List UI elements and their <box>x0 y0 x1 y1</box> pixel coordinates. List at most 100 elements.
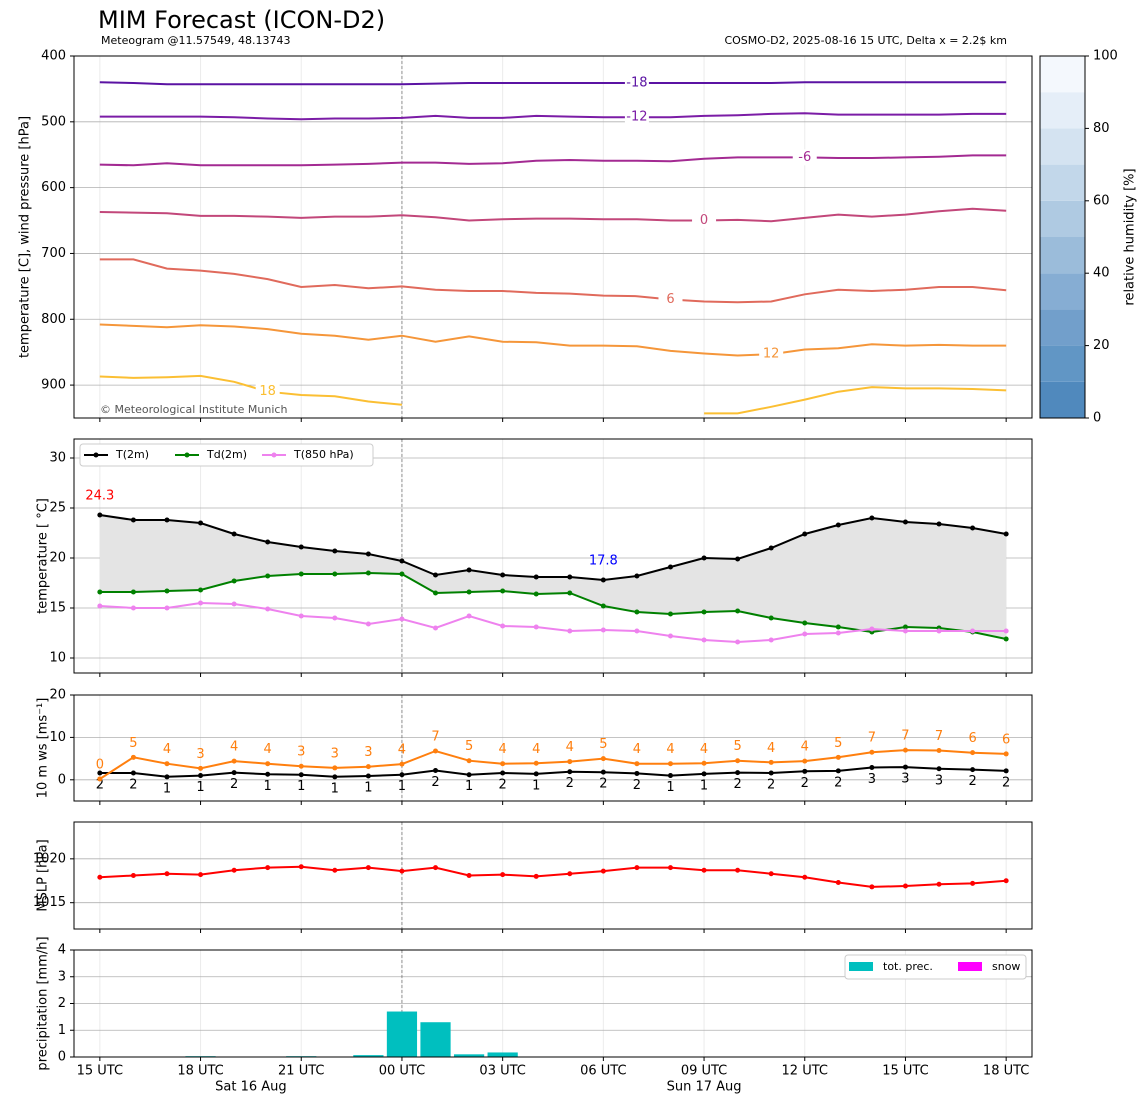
data-point <box>1003 636 1009 642</box>
data-point <box>701 555 707 561</box>
data-line <box>99 514 1007 582</box>
model-info: COSMO-D2, 2025-08-16 15 UTC, Delta x = 2… <box>724 34 1007 47</box>
y-tick-label: 10 <box>49 651 66 666</box>
data-label: 0 <box>96 757 104 772</box>
colorbar-band <box>1040 237 1085 274</box>
data-point <box>265 606 271 612</box>
legend-frame <box>844 954 1027 980</box>
data-point <box>970 628 976 634</box>
data-label: 6 <box>968 731 976 746</box>
data-point <box>835 880 841 886</box>
data-point <box>600 769 606 775</box>
annotation: 24.3 <box>85 489 114 504</box>
bar <box>386 1011 418 1057</box>
contour-label-bg <box>759 346 784 363</box>
data-label: 1 <box>163 781 171 796</box>
data-label: 1 <box>196 780 204 795</box>
data-line <box>99 374 1007 415</box>
data-label: 2 <box>129 778 137 793</box>
colorbar-tick-label: 60 <box>1093 193 1110 208</box>
data-point <box>533 760 539 766</box>
data-point <box>265 573 271 579</box>
data-label: 7 <box>868 731 876 746</box>
contour-label-bg <box>692 212 717 229</box>
data-label: 3 <box>868 772 876 787</box>
data-point <box>768 770 774 776</box>
data-line <box>99 766 1007 778</box>
colorbar-tick-label: 20 <box>1093 338 1110 353</box>
colorbar-frame <box>1039 55 1086 419</box>
data-point <box>500 572 506 578</box>
data-point <box>567 590 573 596</box>
data-label: 4 <box>532 742 540 757</box>
data-point <box>701 771 707 777</box>
data-point <box>600 627 606 633</box>
data-point <box>869 884 875 890</box>
data-label: 7 <box>431 729 439 744</box>
contour-label: 0 <box>700 213 708 228</box>
data-point <box>735 758 741 764</box>
data-label: 6 <box>1002 732 1010 747</box>
y-tick-label: 30 <box>49 451 66 466</box>
data-line <box>99 865 1007 888</box>
panel-frame <box>73 438 1033 674</box>
data-label: 2 <box>1002 775 1010 790</box>
data-label: 4 <box>264 742 272 757</box>
data-point <box>735 770 741 776</box>
y-tick-label: 500 <box>41 114 66 129</box>
x-tick-label: 18 UTC <box>983 1064 1029 1079</box>
data-point <box>97 874 103 880</box>
data-point <box>600 868 606 874</box>
data-point <box>365 570 371 576</box>
data-point <box>97 770 103 776</box>
data-label: 3 <box>901 772 909 787</box>
data-point <box>936 766 942 772</box>
data-point <box>399 761 405 767</box>
data-point <box>265 771 271 777</box>
data-point <box>231 601 237 607</box>
data-point <box>1003 531 1009 537</box>
data-point <box>198 872 204 878</box>
data-point <box>701 637 707 643</box>
data-point <box>130 589 136 595</box>
data-label: 4 <box>398 743 406 758</box>
x-tick-label: 09 UTC <box>681 1064 727 1079</box>
x-tick-label: 00 UTC <box>379 1064 425 1079</box>
data-label: 2 <box>633 778 641 793</box>
data-point <box>332 548 338 554</box>
data-line <box>99 207 1007 223</box>
data-point <box>365 865 371 871</box>
date-label: Sun 17 Aug <box>667 1080 742 1095</box>
data-point <box>970 525 976 531</box>
data-label: 4 <box>230 740 238 755</box>
data-point <box>567 871 573 877</box>
data-point <box>735 556 741 562</box>
legend-swatch <box>849 962 873 971</box>
data-point <box>198 773 204 779</box>
legend-label: T(2m) <box>115 448 149 461</box>
data-point <box>500 588 506 594</box>
colorbar-tick-label: 100 <box>1093 49 1118 64</box>
data-point <box>332 571 338 577</box>
data-point <box>1003 751 1009 757</box>
bar <box>420 1022 451 1057</box>
data-label: 2 <box>599 777 607 792</box>
data-point <box>298 544 304 550</box>
panel-frame <box>73 821 1033 930</box>
y-tick-label: 900 <box>41 378 66 393</box>
data-point <box>902 764 908 770</box>
data-point <box>466 613 472 619</box>
data-point <box>567 769 573 775</box>
data-point <box>433 748 439 754</box>
contour-label: -12 <box>626 110 647 125</box>
y-tick-label: 4 <box>58 943 66 958</box>
data-point <box>130 770 136 776</box>
y-tick-label: 800 <box>41 312 66 327</box>
data-point <box>198 520 204 526</box>
data-point <box>667 773 673 779</box>
y-tick-label: 1 <box>58 1023 66 1038</box>
panel-frame <box>73 949 1033 1058</box>
data-label: 1 <box>398 779 406 794</box>
data-label: 2 <box>96 778 104 793</box>
data-point <box>567 759 573 765</box>
